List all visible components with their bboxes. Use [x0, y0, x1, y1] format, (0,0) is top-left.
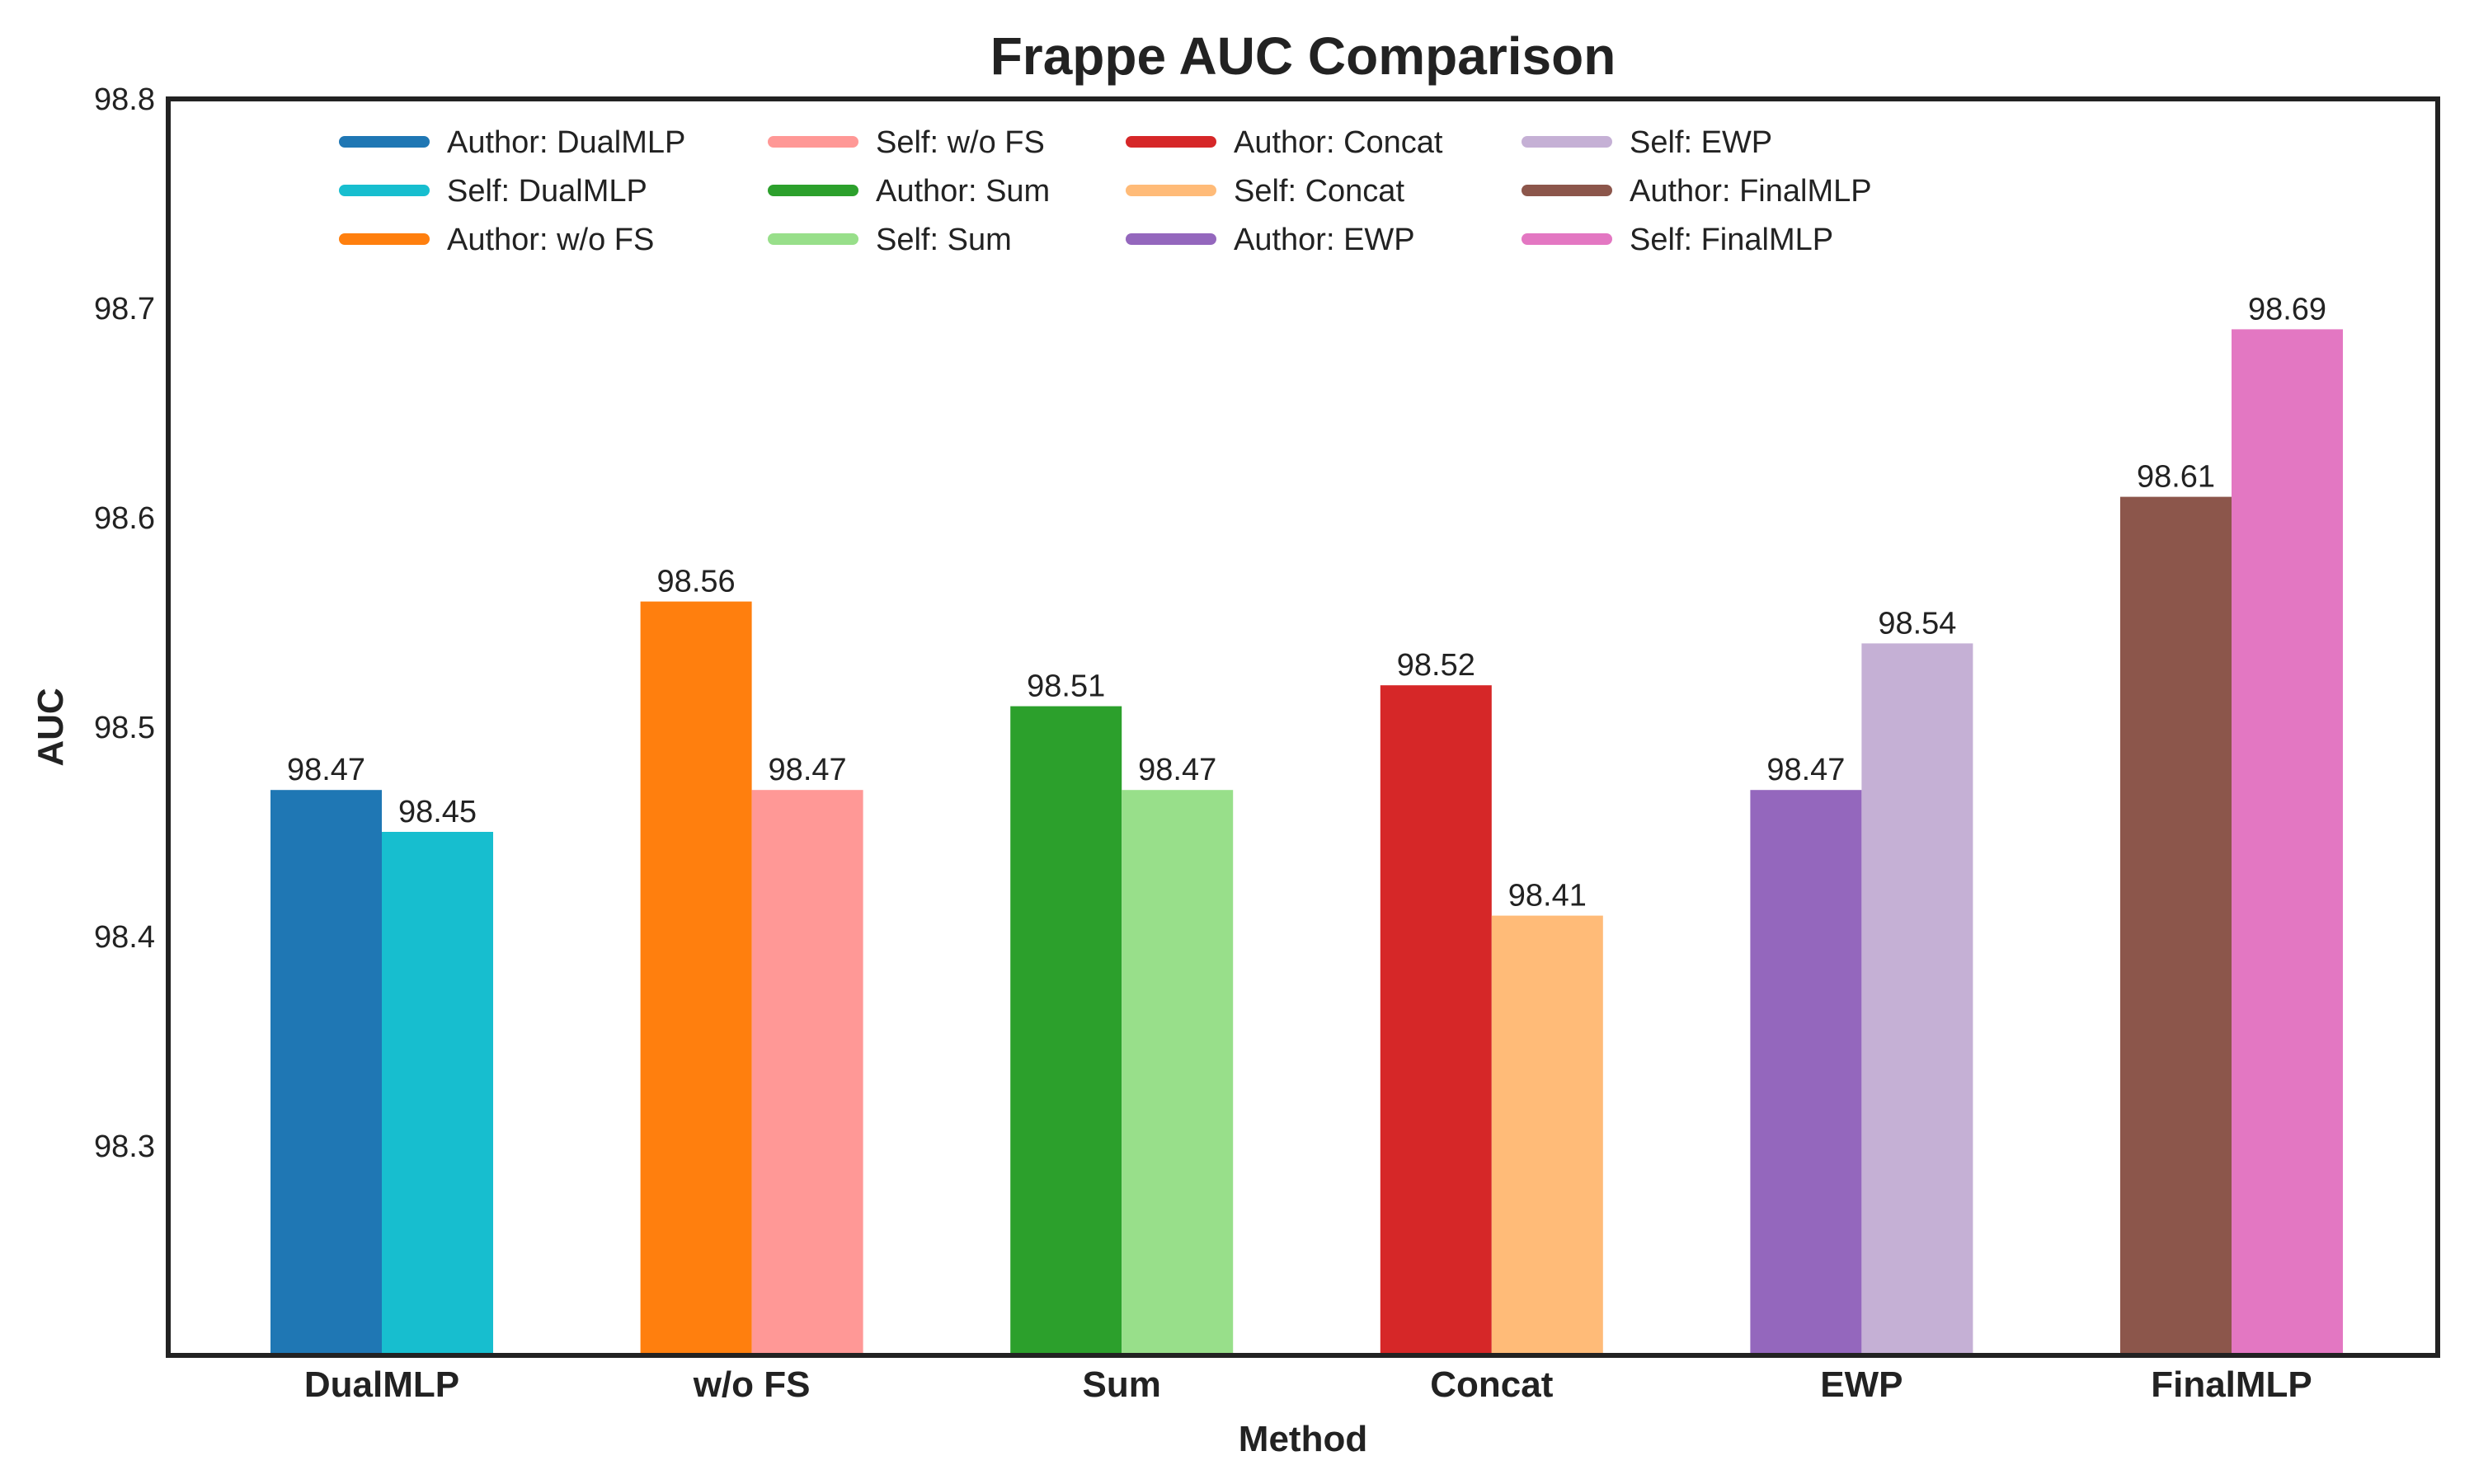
legend-label: Self: EWP — [1630, 125, 1772, 160]
y-axis-title: AUC — [31, 688, 71, 766]
bar-value-label: 98.69 — [2248, 292, 2326, 326]
bar-author-1 — [640, 601, 752, 1355]
x-axis-title: Method — [1239, 1419, 1367, 1459]
y-tick-label: 98.5 — [94, 711, 155, 745]
bar-author-2 — [1010, 706, 1122, 1355]
bar-value-label: 98.47 — [1766, 753, 1845, 787]
bars-layer — [270, 329, 2343, 1355]
bar-author-5 — [2120, 496, 2232, 1355]
legend-label: Self: Sum — [876, 223, 1012, 257]
legend-label: Author: Sum — [876, 174, 1050, 209]
bar-self-0 — [382, 832, 493, 1355]
bar-value-label: 98.56 — [657, 565, 736, 599]
legend-label: Self: Concat — [1234, 174, 1404, 209]
x-tick-label: Concat — [1430, 1364, 1553, 1405]
legend-label: Author: FinalMLP — [1630, 174, 1872, 209]
y-axis-ticks: 98.3 98.4 98.5 98.6 98.7 98.8 — [94, 82, 155, 1164]
x-tick-label: w/o FS — [693, 1364, 811, 1405]
bar-self-3 — [1491, 915, 1603, 1355]
y-tick-label: 98.6 — [94, 501, 155, 536]
y-tick-label: 98.3 — [94, 1129, 155, 1164]
bar-value-label: 98.47 — [287, 753, 365, 787]
x-tick-label: EWP — [1820, 1364, 1903, 1405]
plot-frame — [166, 96, 2440, 1358]
x-axis-ticks: DualMLP w/o FS Sum Concat EWP FinalMLP — [304, 1364, 2312, 1405]
legend-label: Self: w/o FS — [876, 125, 1045, 160]
bar-author-3 — [1380, 685, 1492, 1355]
x-tick-label: DualMLP — [304, 1364, 459, 1405]
legend: Author: DualMLP Self: DualMLP Author: w/o … — [339, 125, 1872, 257]
legend-label: Author: DualMLP — [447, 125, 685, 160]
legend-label: Author: Concat — [1234, 125, 1443, 160]
y-tick-label: 98.8 — [94, 82, 155, 117]
x-tick-label: FinalMLP — [2151, 1364, 2312, 1405]
bar-value-label: 98.61 — [2137, 460, 2215, 495]
y-tick-label: 98.7 — [94, 292, 155, 326]
legend-label: Author: w/o FS — [447, 223, 654, 257]
bar-value-label: 98.47 — [769, 753, 847, 787]
bar-self-4 — [1861, 643, 1973, 1355]
bar-value-label: 98.47 — [1138, 753, 1216, 787]
bar-author-0 — [270, 790, 382, 1355]
legend-label: Self: FinalMLP — [1630, 223, 1833, 257]
value-labels-layer: 98.47 98.45 98.56 98.47 98.51 98.47 98.52 98.41… — [287, 292, 2326, 913]
bar-value-label: 98.41 — [1508, 879, 1587, 913]
legend-label: Self: DualMLP — [447, 174, 647, 209]
bar-self-2 — [1122, 790, 1234, 1355]
bar-self-1 — [751, 790, 863, 1355]
bar-author-4 — [1750, 790, 1862, 1355]
bar-value-label: 98.52 — [1397, 648, 1475, 683]
chart-title: Frappe AUC Comparison — [990, 26, 1616, 86]
bar-value-label: 98.54 — [1878, 606, 1956, 641]
legend-label: Author: EWP — [1234, 223, 1415, 257]
bar-self-5 — [2232, 329, 2343, 1355]
bar-value-label: 98.45 — [398, 795, 477, 829]
y-tick-label: 98.4 — [94, 920, 155, 955]
x-tick-label: Sum — [1083, 1364, 1161, 1405]
bar-value-label: 98.51 — [1027, 669, 1105, 704]
